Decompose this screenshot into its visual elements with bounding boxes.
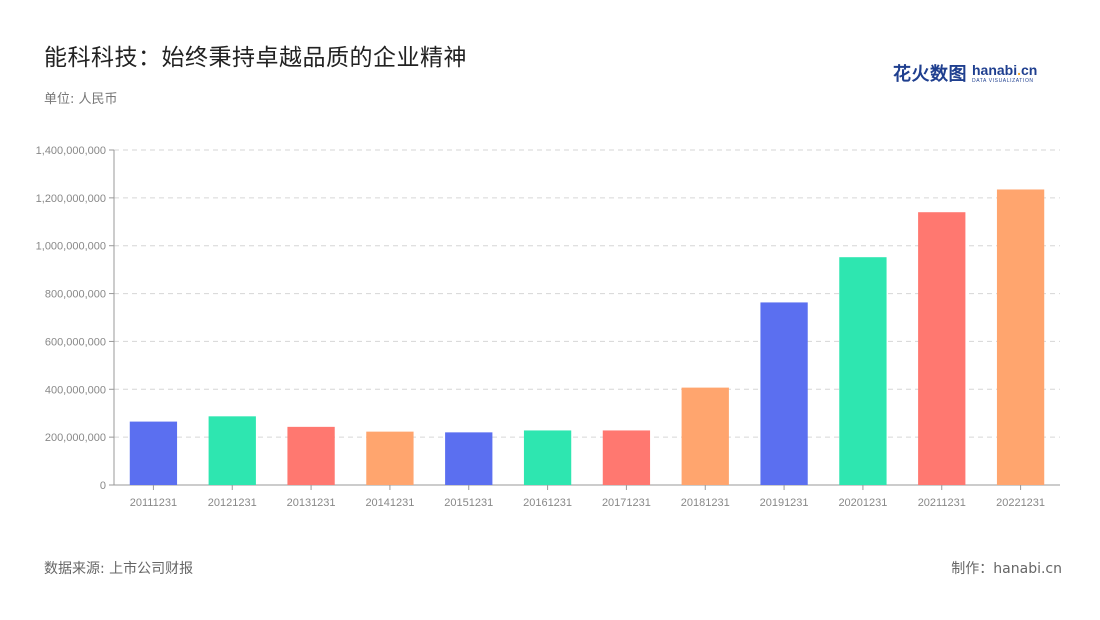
chart-credit: 制作：hanabi.cn	[951, 561, 1062, 577]
y-tick-label: 1,000,000,000	[36, 241, 106, 253]
bar	[996, 189, 1045, 485]
y-tick-label: 0	[100, 480, 106, 492]
x-tick-label: 20171231	[602, 497, 651, 509]
x-tick-label: 20131231	[287, 497, 336, 509]
x-tick-label: 20141231	[365, 497, 414, 509]
x-tick-label: 20221231	[996, 497, 1045, 509]
logo-en-part-a: hanabi	[972, 61, 1018, 78]
bar	[366, 431, 414, 485]
page-title: 能科科技：始终秉持卓越品质的企业精神	[44, 45, 467, 71]
logo-cn-text: 花火数图	[893, 64, 967, 85]
x-tick-label: 20211231	[918, 497, 966, 509]
logo-en-dot: .	[1017, 61, 1022, 78]
y-tick-label: 600,000,000	[45, 336, 106, 348]
y-tick-label: 1,200,000,000	[36, 193, 106, 205]
bar	[602, 430, 651, 485]
unit-label: 单位: 人民币	[44, 92, 118, 107]
bar	[839, 257, 887, 485]
label-layer: 0 200,000,000 400,000,000 600,000,000 800,00…	[36, 145, 1045, 509]
bar	[918, 212, 966, 485]
data-source: 数据来源: 上市公司财报	[44, 561, 194, 577]
bar	[681, 387, 729, 485]
x-tick-label: 20181231	[681, 497, 730, 509]
logo-en-main: hanabi.cn	[972, 63, 1037, 77]
brand-logo: 花火数图 hanabi.cn DATA VISUALIZATION	[893, 60, 1037, 86]
bar	[129, 421, 178, 485]
grid-layer	[114, 149, 1060, 438]
logo-en: hanabi.cn DATA VISUALIZATION	[972, 63, 1037, 84]
logo-en-part-b: cn	[1021, 61, 1038, 78]
bar-layer	[129, 189, 1045, 485]
y-tick-label: 1,400,000,000	[36, 145, 106, 157]
x-tick-label: 20111231	[130, 497, 177, 509]
axis-layer	[109, 149, 1060, 490]
x-tick-label: 20191231	[760, 497, 809, 509]
logo-en-sub: DATA VISUALIZATION	[972, 77, 1034, 84]
bar	[208, 416, 256, 485]
x-tick-label: 20121231	[208, 497, 257, 509]
x-tick-label: 20201231	[838, 497, 887, 509]
y-tick-label: 800,000,000	[45, 289, 106, 301]
x-tick-label: 20161231	[523, 497, 572, 509]
y-tick-label: 400,000,000	[45, 384, 106, 396]
bar	[445, 432, 493, 485]
x-tick-label: 20151231	[444, 497, 493, 509]
bar	[523, 430, 572, 485]
bar	[287, 426, 335, 485]
y-tick-label: 200,000,000	[45, 432, 106, 444]
bar	[760, 302, 808, 485]
